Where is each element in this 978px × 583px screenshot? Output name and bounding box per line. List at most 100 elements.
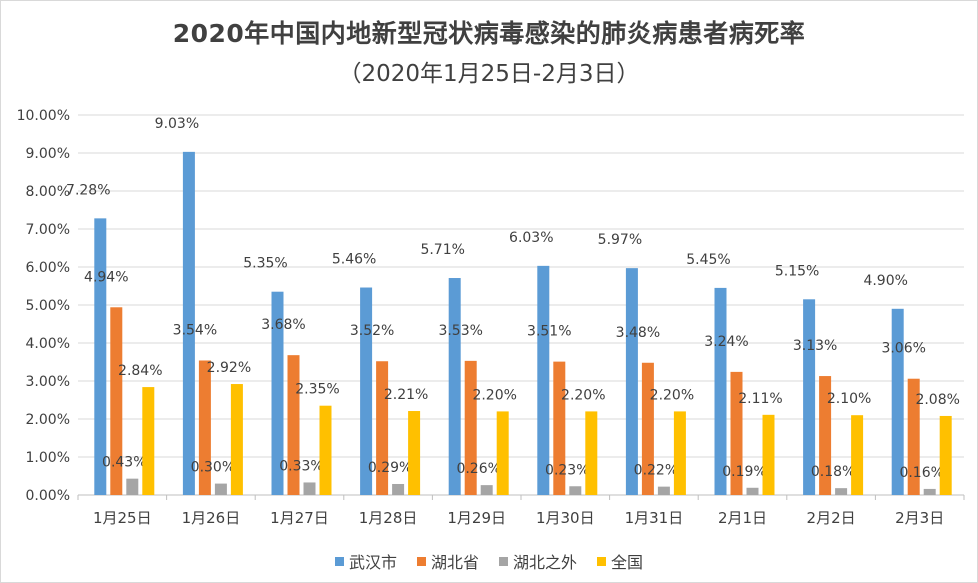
- bar-全国-2月1日: [762, 414, 775, 495]
- bar-湖北省-1月25日: [110, 307, 123, 495]
- legend-swatch: [597, 556, 607, 566]
- legend-item: 全国: [597, 549, 643, 573]
- bar-湖北之外-1月29日: [480, 485, 493, 495]
- y-tick-label: 2.00%: [26, 412, 70, 428]
- data-label: 0.33%: [279, 458, 323, 474]
- data-label: 3.13%: [793, 338, 837, 354]
- bar-湖北之外-2月1日: [746, 487, 759, 495]
- bar-武汉市-2月2日: [803, 299, 816, 495]
- data-label: 0.30%: [191, 460, 235, 476]
- bar-湖北省-2月2日: [819, 376, 832, 495]
- y-tick-label: 6.00%: [26, 260, 70, 276]
- data-label: 4.90%: [863, 273, 907, 289]
- y-tick-label: 1.00%: [26, 450, 70, 466]
- data-label: 3.06%: [881, 341, 925, 357]
- legend-item: 武汉市: [334, 549, 397, 573]
- bar-全国-1月30日: [585, 411, 598, 495]
- data-label: 5.15%: [775, 263, 819, 279]
- bar-武汉市-1月30日: [537, 265, 550, 495]
- bar-湖北省-1月29日: [464, 360, 477, 495]
- legend-item: 湖北省: [416, 549, 479, 573]
- bar-武汉市-1月25日: [94, 218, 107, 496]
- data-label: 9.03%: [155, 116, 199, 132]
- data-label: 0.26%: [456, 461, 500, 477]
- data-label: 2.20%: [472, 387, 516, 403]
- bar-全国-2月2日: [851, 415, 864, 495]
- bar-全国-1月27日: [319, 405, 332, 495]
- bar-武汉市-2月3日: [891, 308, 904, 495]
- data-label: 3.51%: [527, 324, 571, 340]
- bar-湖北省-1月26日: [198, 360, 211, 495]
- x-tick-label: 2月3日: [895, 509, 944, 527]
- data-label: 3.68%: [261, 317, 305, 333]
- bar-全国-1月31日: [673, 411, 686, 495]
- data-label: 5.46%: [332, 252, 376, 268]
- y-tick-label: 10.00%: [17, 108, 70, 124]
- data-label: 2.35%: [295, 382, 339, 398]
- bar-武汉市-2月1日: [714, 287, 727, 495]
- y-tick-label: 4.00%: [26, 336, 70, 352]
- bar-全国-1月29日: [496, 411, 509, 495]
- bar-武汉市-1月31日: [625, 268, 638, 495]
- bar-全国-2月3日: [939, 415, 952, 495]
- data-label: 0.22%: [634, 463, 678, 479]
- legend-label: 湖北之外: [513, 553, 578, 572]
- bar-武汉市-1月26日: [182, 151, 195, 496]
- bar-湖北之外-1月25日: [126, 478, 139, 495]
- y-tick-label: 3.00%: [26, 374, 70, 390]
- data-label: 3.54%: [173, 322, 217, 338]
- y-tick-label: 9.00%: [26, 146, 70, 162]
- data-label: 3.52%: [350, 323, 394, 339]
- bar-湖北省-2月1日: [730, 371, 743, 495]
- bar-全国-1月28日: [408, 411, 421, 495]
- bar-湖北之外-2月2日: [835, 488, 848, 495]
- data-label: 0.19%: [722, 464, 766, 480]
- data-label: 2.10%: [827, 391, 871, 407]
- x-tick-label: 1月30日: [536, 509, 595, 527]
- bar-湖北省-1月27日: [287, 355, 300, 495]
- legend-swatch: [499, 556, 508, 566]
- bar-湖北之外-1月31日: [657, 486, 670, 495]
- legend-item: 湖北之外: [499, 549, 577, 573]
- bar-武汉市-1月29日: [448, 278, 461, 495]
- bar-湖北之外-1月26日: [214, 483, 227, 495]
- y-tick-label: 0.00%: [26, 488, 70, 504]
- bar-湖北省-1月30日: [553, 361, 566, 495]
- data-label: 2.84%: [118, 363, 162, 379]
- data-label: 2.20%: [650, 387, 694, 403]
- data-label: 3.53%: [438, 323, 482, 339]
- legend-swatch: [334, 556, 344, 566]
- data-label: 3.24%: [704, 334, 748, 350]
- chart-subtitle: （2020年1月25日-2月3日）: [338, 61, 640, 87]
- x-tick-label: 1月31日: [625, 509, 684, 527]
- bar-武汉市-1月27日: [271, 291, 284, 495]
- data-label: 0.23%: [545, 462, 589, 478]
- data-label: 0.43%: [102, 455, 146, 471]
- data-label: 2.11%: [738, 391, 782, 407]
- legend-label: 湖北省: [430, 553, 479, 572]
- data-label: 0.18%: [811, 464, 855, 480]
- data-label: 5.71%: [420, 242, 464, 258]
- bar-湖北之外-2月3日: [923, 488, 936, 495]
- y-tick-label: 5.00%: [26, 298, 70, 314]
- data-label: 6.03%: [509, 230, 553, 246]
- y-tick-label: 8.00%: [26, 184, 70, 200]
- bar-湖北省-1月28日: [376, 361, 389, 495]
- y-tick-label: 7.00%: [26, 222, 70, 238]
- data-label: 5.97%: [598, 232, 642, 248]
- bar-湖北之外-1月28日: [392, 483, 405, 495]
- bar-湖北省-1月31日: [641, 362, 654, 495]
- data-label: 0.16%: [899, 465, 943, 481]
- x-tick-label: 1月29日: [447, 509, 506, 527]
- x-tick-label: 2月1日: [718, 509, 767, 527]
- legend-swatch: [416, 556, 426, 566]
- data-label: 3.48%: [616, 325, 660, 341]
- x-tick-label: 1月28日: [359, 509, 418, 527]
- data-label: 2.20%: [561, 387, 605, 403]
- data-label: 2.92%: [207, 360, 251, 376]
- legend-label: 武汉市: [348, 553, 397, 572]
- data-label: 7.28%: [66, 182, 110, 198]
- bar-湖北之外-1月30日: [569, 486, 582, 495]
- data-label: 5.45%: [686, 252, 730, 268]
